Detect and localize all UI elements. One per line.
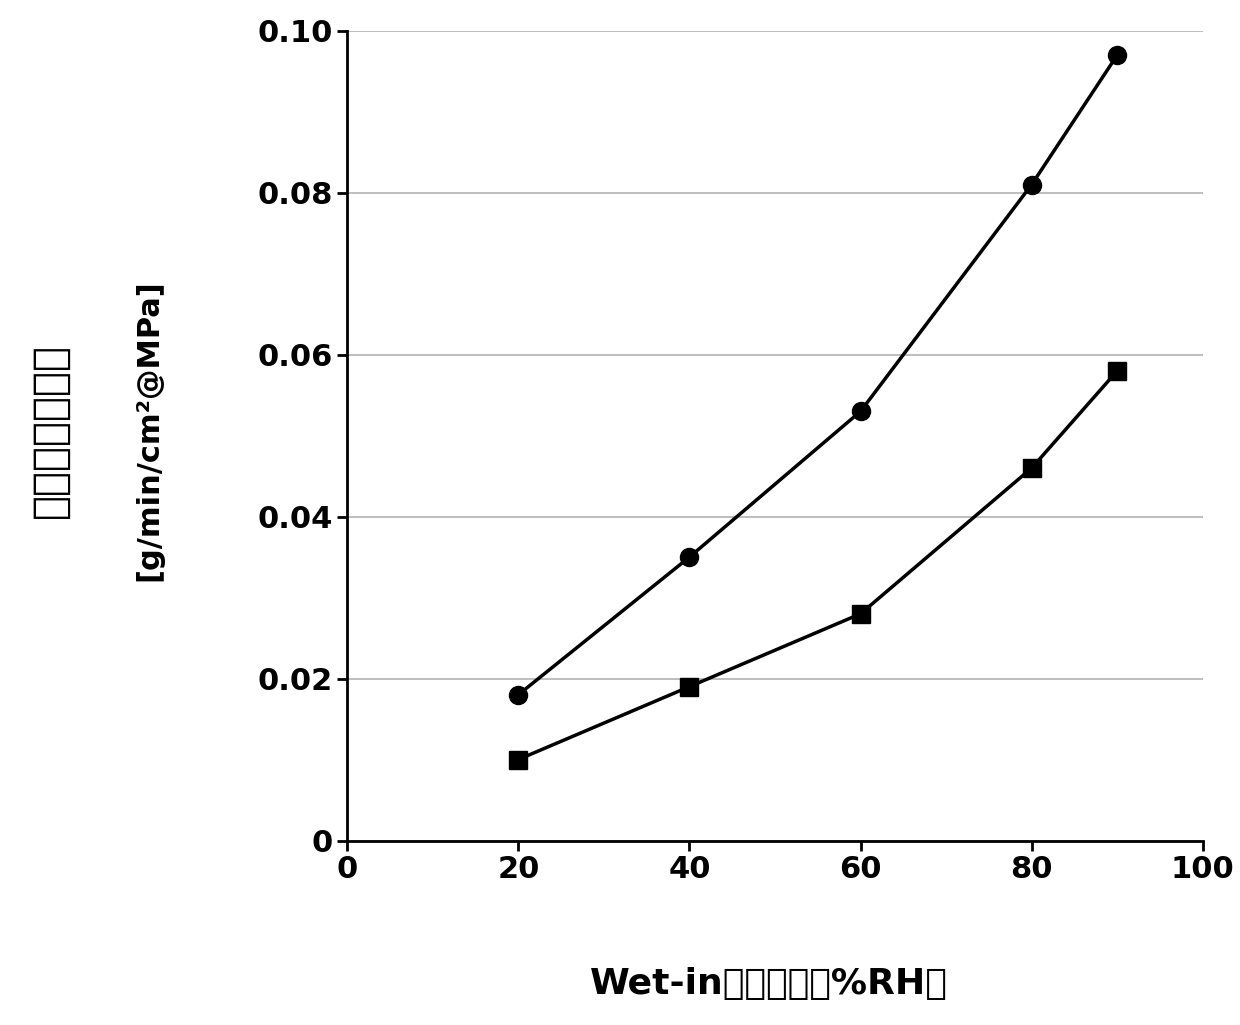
Text: Wet-in相対湿度（%RH）: Wet-in相対湿度（%RH） bbox=[590, 967, 947, 1001]
Text: 水蒸気透過係数: 水蒸気透過係数 bbox=[29, 343, 71, 518]
Text: [g/min/cm²@MPa]: [g/min/cm²@MPa] bbox=[134, 280, 164, 581]
